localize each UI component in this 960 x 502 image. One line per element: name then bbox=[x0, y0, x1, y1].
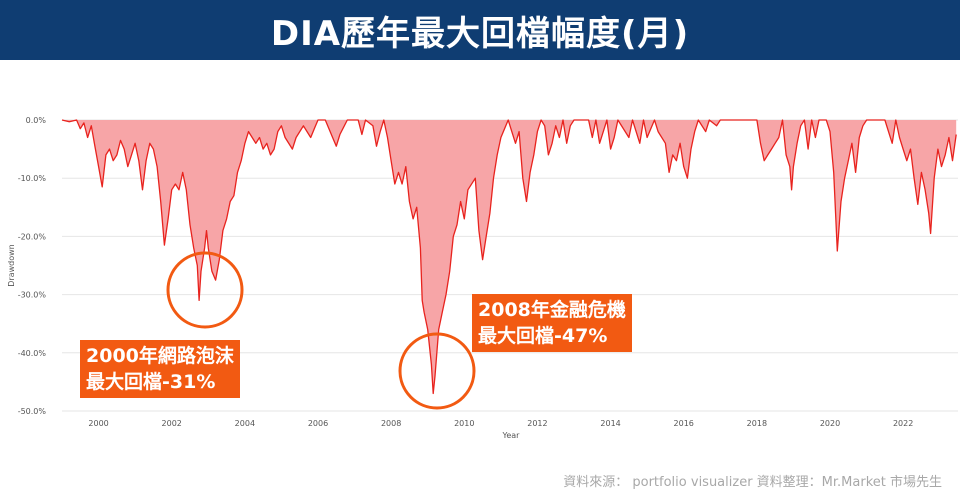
y-tick-label: -40.0% bbox=[18, 349, 47, 358]
source-credit: 資料來源： portfolio visualizer 資料整理：Mr.Marke… bbox=[563, 475, 942, 490]
dotcom-annotation-value: 最大回檔-31% bbox=[86, 371, 216, 393]
x-tick-label: 2002 bbox=[162, 419, 182, 428]
dotcom-annotation: 2000年網路泡沫 最大回檔-31% bbox=[80, 340, 240, 398]
y-tick-labels: 0.0% -10.0% -20.0% -30.0% -40.0% -50.0% bbox=[18, 116, 47, 416]
financial-crisis-annotation-title: 2008年金融危機 bbox=[478, 299, 626, 321]
header-bar: DIA歷年最大回檔幅度(月) bbox=[0, 0, 960, 60]
dotcom-annotation-title: 2000年網路泡沫 bbox=[86, 345, 234, 367]
drawdown-line bbox=[61, 119, 957, 395]
financial-crisis-annotation-value: 最大回檔-47% bbox=[478, 325, 608, 347]
y-tick-label: -30.0% bbox=[18, 291, 47, 300]
y-tick-label: 0.0% bbox=[26, 116, 47, 125]
x-tick-label: 2016 bbox=[674, 419, 694, 428]
x-tick-label: 2006 bbox=[308, 419, 328, 428]
y-axis-label: Drawdown bbox=[7, 244, 16, 286]
drawdown-chart: 0.0%-10.0%-20.0%-30.0%-40.0%-50.0% 2000 2… bbox=[7, 116, 958, 440]
y-tick-label: -20.0% bbox=[18, 232, 47, 241]
financial-crisis-circle bbox=[398, 332, 476, 410]
x-tick-label: 2010 bbox=[454, 419, 474, 428]
x-tick-label: 2022 bbox=[893, 419, 913, 428]
x-tick-label: 2000 bbox=[88, 419, 108, 428]
x-tick-label: 2012 bbox=[527, 419, 547, 428]
x-axis-label: Year bbox=[502, 431, 521, 440]
page-title: DIA歷年最大回檔幅度(月) bbox=[270, 13, 690, 54]
x-tick-label: 2014 bbox=[600, 419, 620, 428]
x-tick-labels: 2000 2002 2004 2006 2008 2010 2012 2014 2016 2018… bbox=[88, 419, 913, 428]
x-tick-label: 2020 bbox=[820, 419, 840, 428]
dotcom-crash-circle bbox=[166, 251, 244, 329]
x-tick-label: 2004 bbox=[235, 419, 255, 428]
financial-crisis-annotation: 2008年金融危機 最大回檔-47% bbox=[472, 294, 632, 352]
x-tick-label: 2018 bbox=[747, 419, 767, 428]
y-tick-label: -50.0% bbox=[18, 407, 47, 416]
y-tick-label: -10.0% bbox=[18, 174, 47, 183]
x-tick-label: 2008 bbox=[381, 419, 401, 428]
